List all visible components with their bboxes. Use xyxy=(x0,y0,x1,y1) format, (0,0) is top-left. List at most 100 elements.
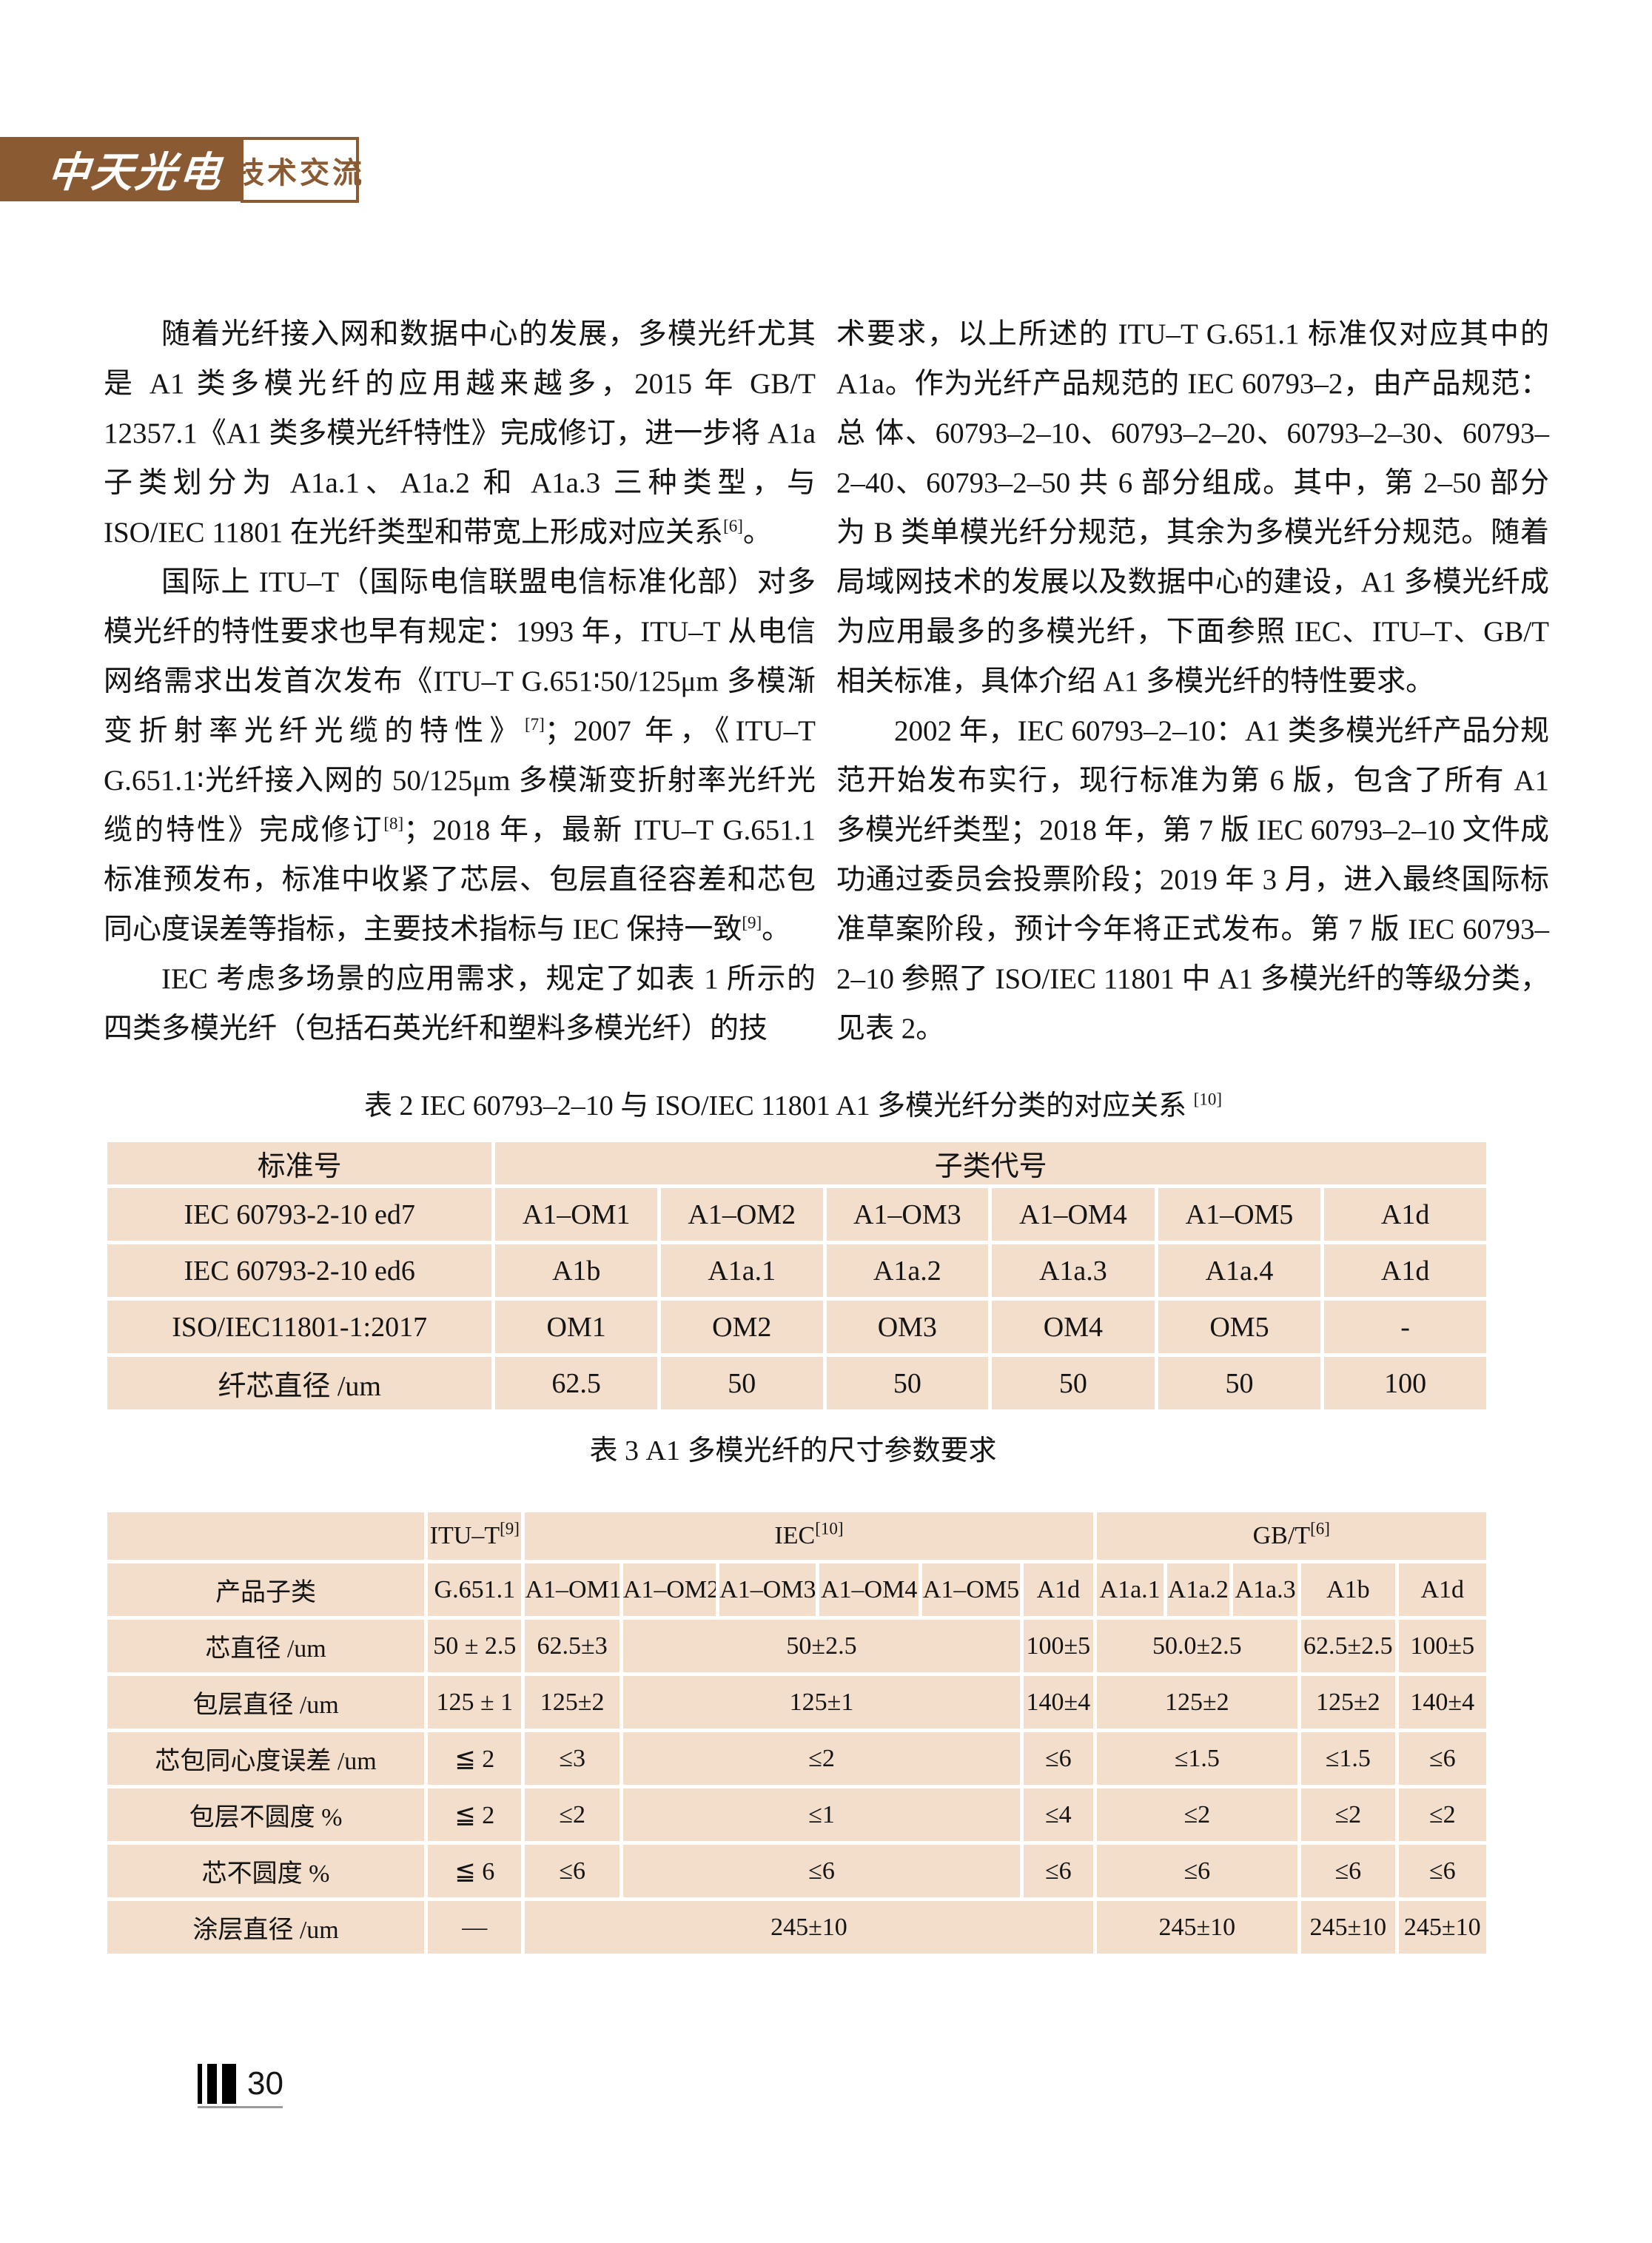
row-label-cell: ISO/IEC11801-1:2017 xyxy=(103,1297,496,1357)
value-cell: 100 xyxy=(1320,1353,1490,1413)
value-cell: 140±4 xyxy=(1020,1672,1097,1732)
value-cell: ≤6 xyxy=(619,1841,1024,1901)
group-header-itu-t: ITU–T[9] xyxy=(424,1509,526,1563)
subclass-cell: A1a.2 xyxy=(1163,1560,1233,1620)
subclass-cell: A1d xyxy=(1020,1560,1097,1620)
value-cell: A1–OM5 xyxy=(1154,1184,1325,1244)
subclass-cell: A1–OM3 xyxy=(716,1560,820,1620)
page-number: 30 xyxy=(247,2065,283,2102)
value-cell: 50 xyxy=(822,1353,993,1413)
value-cell: 125±2 xyxy=(1297,1672,1399,1732)
subclass-cell: A1–OM2 xyxy=(619,1560,720,1620)
value-cell: 50.0±2.5 xyxy=(1092,1616,1302,1676)
value-cell: 125 ± 1 xyxy=(424,1672,526,1732)
value-cell: - xyxy=(1320,1297,1490,1357)
value-cell: ≤4 xyxy=(1020,1785,1097,1845)
value-cell: 50±2.5 xyxy=(619,1616,1024,1676)
value-cell: 100±5 xyxy=(1020,1616,1097,1676)
paragraph: 随着光纤接入网和数据中心的发展，多模光纤尤其是 A1 类多模光纤的应用越来越多，… xyxy=(104,318,816,549)
value-cell: 50 xyxy=(988,1353,1158,1413)
value-cell: 100±5 xyxy=(1394,1616,1491,1676)
brand-bar: 中天光电 xyxy=(0,137,241,201)
row-label-cell: 包层不圆度 % xyxy=(103,1785,429,1845)
row-label-cell: 纤芯直径 /um xyxy=(103,1353,496,1413)
value-cell: ≤1.5 xyxy=(1297,1729,1399,1788)
footer-rule xyxy=(198,2106,283,2108)
value-cell: ≤2 xyxy=(521,1785,623,1845)
value-cell: ≤6 xyxy=(1020,1841,1097,1901)
value-cell: ≤1.5 xyxy=(1092,1729,1302,1788)
row-label-cell: IEC 60793-2-10 ed7 xyxy=(103,1184,496,1244)
value-cell: A1–OM4 xyxy=(988,1184,1158,1244)
value-cell: 50 xyxy=(1154,1353,1325,1413)
paragraph: IEC 考虑多场景的应用需求，规定了如表 1 所示的四类多模光纤（包括石英光纤和… xyxy=(104,963,816,1045)
section-tag-label: 技术交流 xyxy=(235,156,365,190)
value-cell: ≦ 2 xyxy=(424,1785,526,1845)
value-cell: 245±10 xyxy=(1092,1897,1302,1957)
value-cell: ≤6 xyxy=(1020,1729,1097,1788)
footer-page-mark: 30 xyxy=(198,2064,283,2105)
value-cell: ≤6 xyxy=(1394,1841,1491,1901)
row-label-cell: 芯不圆度 % xyxy=(103,1841,429,1901)
value-cell: OM5 xyxy=(1154,1297,1325,1357)
value-cell: OM1 xyxy=(491,1297,661,1357)
value-cell: 50 ± 2.5 xyxy=(424,1616,526,1676)
paragraph: 2002 年，IEC 60793–2–10：A1 类多模光纤产品分规范开始发布实… xyxy=(836,715,1549,1045)
table-row: 芯直径 /um 50 ± 2.5 62.5±3 50±2.5 100±5 50.… xyxy=(103,1616,1491,1676)
value-cell: — xyxy=(424,1897,526,1957)
value-cell: A1d xyxy=(1320,1184,1490,1244)
value-cell: 140±4 xyxy=(1394,1672,1491,1732)
fiber-classification-table: 标准号 子类代号 IEC 60793-2-10 ed7 A1–OM1 A1–OM… xyxy=(103,1139,1490,1413)
subclass-cell: A1–OM5 xyxy=(918,1560,1024,1620)
subclass-cell: A1–OM1 xyxy=(521,1560,623,1620)
value-cell: A1a.3 xyxy=(988,1241,1158,1301)
paragraph: 术要求，以上所述的 ITU–T G.651.1 标准仅对应其中的 A1a。作为光… xyxy=(836,318,1549,697)
value-cell: OM2 xyxy=(657,1297,827,1357)
value-cell: A1b xyxy=(491,1241,661,1301)
value-cell: A1–OM3 xyxy=(822,1184,993,1244)
row-label-cell: 芯直径 /um xyxy=(103,1616,429,1676)
article-left-column: 随着光纤接入网和数据中心的发展，多模光纤尤其是 A1 类多模光纤的应用越来越多，… xyxy=(104,309,816,1053)
value-cell: 50 xyxy=(657,1353,827,1413)
value-cell: A1a.4 xyxy=(1154,1241,1325,1301)
article-right-column: 术要求，以上所述的 ITU–T G.651.1 标准仅对应其中的 A1a。作为光… xyxy=(836,309,1549,1053)
subclass-cell: A1d xyxy=(1394,1560,1491,1620)
value-cell: 62.5±2.5 xyxy=(1297,1616,1399,1676)
subclass-cell: A1b xyxy=(1297,1560,1399,1620)
value-cell: 62.5±3 xyxy=(521,1616,623,1676)
value-cell: A1–OM2 xyxy=(657,1184,827,1244)
value-cell: ≤6 xyxy=(521,1841,623,1901)
header-cell: 标准号 xyxy=(103,1139,496,1188)
header-cell: 子类代号 xyxy=(491,1139,1490,1188)
table-row: 包层直径 /um 125 ± 1 125±2 125±1 140±4 125±2… xyxy=(103,1672,1491,1732)
row-label-cell: 芯包同心度误差 /um xyxy=(103,1729,429,1788)
table-row: IEC 60793-2-10 ed6 A1b A1a.1 A1a.2 A1a.3… xyxy=(103,1241,1490,1301)
value-cell: A1d xyxy=(1320,1241,1490,1301)
brand-logo: 中天光电 xyxy=(45,148,225,197)
value-cell: 125±2 xyxy=(1092,1672,1302,1732)
value-cell: OM3 xyxy=(822,1297,993,1357)
subclass-cell: A1–OM4 xyxy=(816,1560,922,1620)
row-label-cell: 产品子类 xyxy=(103,1560,429,1620)
value-cell: ≤6 xyxy=(1394,1729,1491,1788)
subclass-row: 产品子类 G.651.1 A1–OM1 A1–OM2 A1–OM3 A1–OM4… xyxy=(103,1560,1491,1620)
empty-cell xyxy=(103,1509,429,1563)
value-cell: OM4 xyxy=(988,1297,1158,1357)
table-row: 芯不圆度 % ≦ 6 ≤6 ≤6 ≤6 ≤6 ≤6 ≤6 xyxy=(103,1841,1491,1901)
value-cell: ≤2 xyxy=(1394,1785,1491,1845)
value-cell: 125±1 xyxy=(619,1672,1024,1732)
value-cell: ≤2 xyxy=(1092,1785,1302,1845)
table-header-row: 标准号 子类代号 xyxy=(103,1139,1490,1188)
barcode-icon xyxy=(198,2064,241,2104)
value-cell: ≤6 xyxy=(1092,1841,1302,1901)
group-header-gbt: GB/T[6] xyxy=(1092,1509,1490,1563)
value-cell: 62.5 xyxy=(491,1353,661,1413)
table-row: 包层不圆度 % ≦ 2 ≤2 ≤1 ≤4 ≤2 ≤2 ≤2 xyxy=(103,1785,1491,1845)
table-group-header-row: ITU–T[9] IEC[10] GB/T[6] xyxy=(103,1509,1490,1563)
table-row: ISO/IEC11801-1:2017 OM1 OM2 OM3 OM4 OM5 … xyxy=(103,1297,1490,1357)
subclass-cell: A1a.1 xyxy=(1092,1560,1167,1620)
value-cell: ≤2 xyxy=(619,1729,1024,1788)
value-cell: ≤3 xyxy=(521,1729,623,1788)
table-row: 芯包同心度误差 /um ≦ 2 ≤3 ≤2 ≤6 ≤1.5 ≤1.5 ≤6 xyxy=(103,1729,1491,1788)
